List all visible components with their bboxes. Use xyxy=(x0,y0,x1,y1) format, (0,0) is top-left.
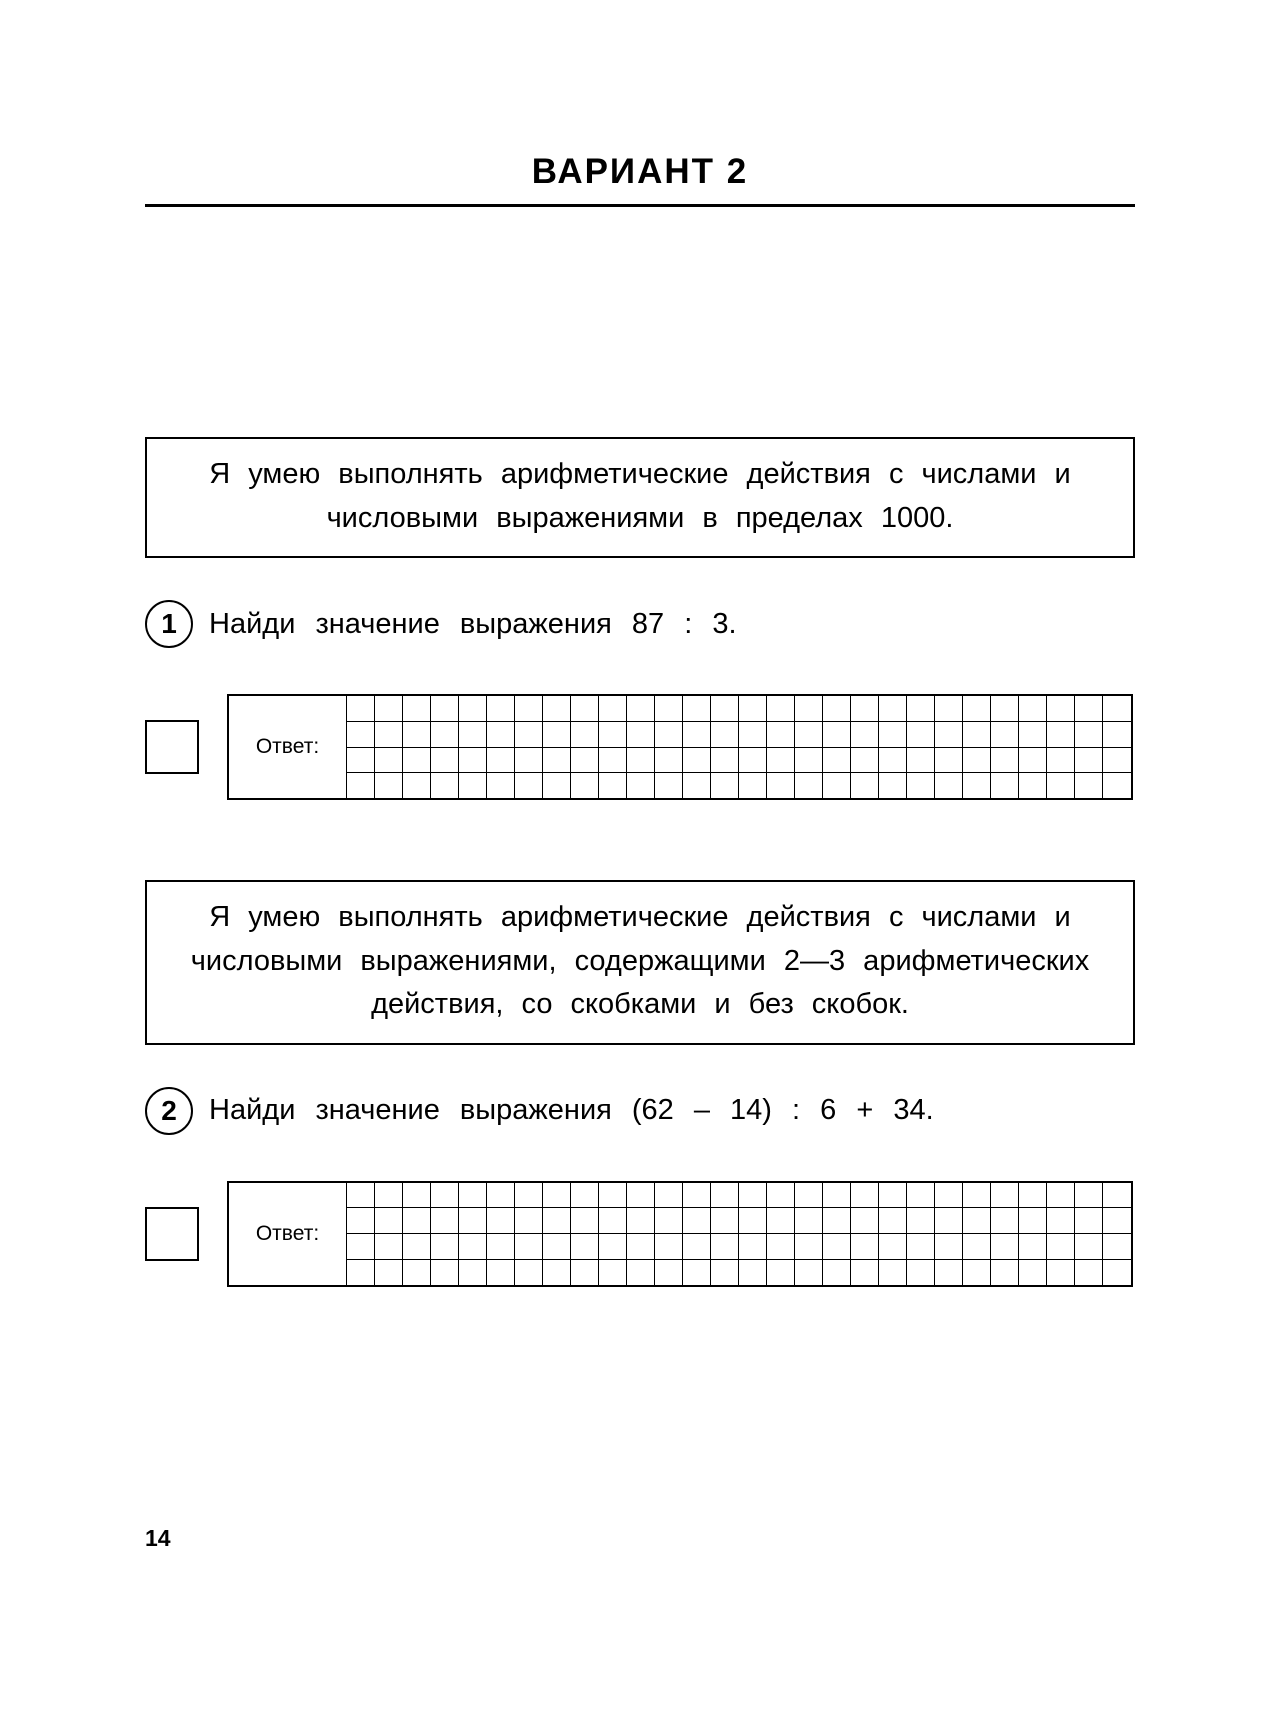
page-title: ВАРИАНТ 2 xyxy=(145,152,1135,192)
page-content: ВАРИАНТ 2 Я умею выполнять арифметически… xyxy=(145,152,1135,1287)
answer-label-2: Ответ: xyxy=(229,1183,347,1285)
answer-row-2: Ответ: xyxy=(145,1181,1135,1287)
task-2-text: Найди значение выражения (62 – 14) : 6 +… xyxy=(209,1094,934,1127)
answer-block-1: Ответ: xyxy=(227,694,1133,800)
task-1: 1 Найди значение выражения 87 : 3. xyxy=(145,600,1135,648)
skill-box-2: Я умею выполнять арифметические действия… xyxy=(145,880,1135,1045)
skill-box-1: Я умею выполнять арифметические действия… xyxy=(145,437,1135,558)
task-1-text: Найди значение выражения 87 : 3. xyxy=(209,608,737,641)
check-box-2[interactable] xyxy=(145,1207,199,1261)
answer-grid-2[interactable] xyxy=(347,1183,1131,1285)
task-2: 2 Найди значение выражения (62 – 14) : 6… xyxy=(145,1087,1135,1135)
page-number: 14 xyxy=(145,1525,171,1552)
task-1-number: 1 xyxy=(145,600,193,648)
task-2-number: 2 xyxy=(145,1087,193,1135)
answer-block-2: Ответ: xyxy=(227,1181,1133,1287)
title-block: ВАРИАНТ 2 xyxy=(145,152,1135,207)
answer-label-1: Ответ: xyxy=(229,696,347,798)
answer-row-1: Ответ: xyxy=(145,694,1135,800)
check-box-1[interactable] xyxy=(145,720,199,774)
answer-grid-1[interactable] xyxy=(347,696,1131,798)
